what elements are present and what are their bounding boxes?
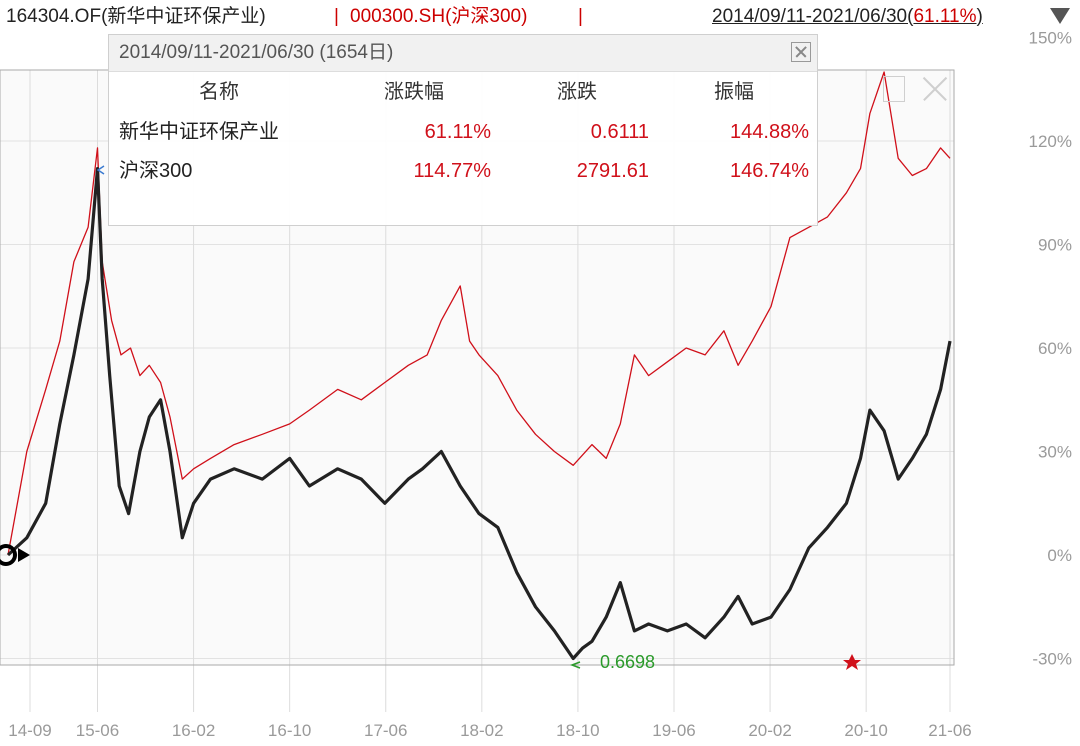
stats-tooltip: 2014/09/11-2021/06/30 (1654日) 名称 涨跌幅 涨跌 … bbox=[108, 34, 818, 226]
date-range-close: ) bbox=[976, 6, 983, 27]
date-range-label[interactable]: 2014/09/11-2021/06/30(61.11%) bbox=[712, 0, 983, 34]
tooltip-close-icon[interactable] bbox=[791, 42, 811, 62]
x-tick-label: 16-10 bbox=[268, 721, 311, 740]
x-tick-label: 20-10 bbox=[844, 721, 887, 740]
start-marker bbox=[0, 544, 17, 566]
tooltip-header-row: 名称 涨跌幅 涨跌 振幅 bbox=[109, 73, 819, 111]
x-tick-label: 14-09 bbox=[8, 721, 51, 740]
tooltip-header: 2014/09/11-2021/06/30 (1654日) bbox=[109, 35, 817, 72]
fund-series-line bbox=[6, 167, 952, 661]
row-amplitude: 146.74% bbox=[730, 160, 809, 182]
row-change: 0.6111 bbox=[590, 121, 649, 143]
row-amplitude: 144.88% bbox=[730, 121, 809, 143]
chart-header: 164304.OF(新华中证环保产业) | 000300.SH(沪深300) |… bbox=[0, 0, 1080, 34]
range-return-value: 61.11% bbox=[913, 6, 977, 27]
col-header-amplitude: 振幅 bbox=[714, 81, 754, 103]
y-tick-label: -30% bbox=[1032, 650, 1072, 669]
header-separator-2: | bbox=[578, 6, 583, 27]
y-tick-label: 150% bbox=[1029, 29, 1072, 48]
row-name: 沪深300 bbox=[119, 160, 193, 182]
tooltip-title: 2014/09/11-2021/06/30 (1654日) bbox=[119, 42, 394, 63]
table-row: 新华中证环保产业 61.11% 0.6111 144.88% bbox=[109, 113, 819, 151]
index-code-label[interactable]: 000300.SH(沪深300) bbox=[350, 6, 528, 27]
y-tick-label: 30% bbox=[1038, 443, 1072, 462]
row-change: 2791.61 bbox=[576, 160, 649, 182]
header-separator: | bbox=[334, 6, 339, 27]
min-value-label: 0.6698 bbox=[600, 652, 656, 672]
maximize-icon[interactable] bbox=[883, 76, 905, 102]
star-icon bbox=[843, 654, 861, 670]
chevron-down-icon[interactable] bbox=[1050, 8, 1070, 24]
window-controls bbox=[883, 76, 953, 106]
y-tick-label: 120% bbox=[1029, 132, 1072, 151]
x-tick-label: 21-06 bbox=[928, 721, 971, 740]
x-tick-label: 19-06 bbox=[652, 721, 695, 740]
col-header-change-pct: 涨跌幅 bbox=[384, 81, 444, 103]
row-change-pct: 114.77% bbox=[413, 160, 491, 182]
x-tick-label: 18-02 bbox=[460, 721, 503, 740]
close-icon[interactable] bbox=[921, 76, 947, 102]
start-arrow-icon bbox=[18, 548, 30, 562]
row-name: 新华中证环保产业 bbox=[119, 121, 279, 143]
x-tick-label: 20-02 bbox=[748, 721, 791, 740]
date-range-text: 2014/09/11-2021/06/30( bbox=[712, 6, 914, 27]
y-tick-label: 90% bbox=[1038, 236, 1072, 255]
x-tick-label: 15-06 bbox=[76, 721, 119, 740]
table-row: 沪深300 114.77% 2791.61 146.74% bbox=[109, 152, 819, 190]
col-header-name: 名称 bbox=[199, 81, 239, 103]
x-tick-label: 16-02 bbox=[172, 721, 215, 740]
x-tick-label: 17-06 bbox=[364, 721, 407, 740]
y-tick-label: 0% bbox=[1047, 546, 1072, 565]
col-header-change: 涨跌 bbox=[557, 81, 597, 103]
min-pointer-icon bbox=[569, 661, 581, 669]
max-pointer-icon bbox=[96, 165, 105, 175]
y-tick-label: 60% bbox=[1038, 339, 1072, 358]
x-tick-label: 18-10 bbox=[556, 721, 599, 740]
row-change-pct: 61.11% bbox=[424, 121, 491, 143]
fund-code-label[interactable]: 164304.OF(新华中证环保产业) bbox=[6, 6, 266, 27]
